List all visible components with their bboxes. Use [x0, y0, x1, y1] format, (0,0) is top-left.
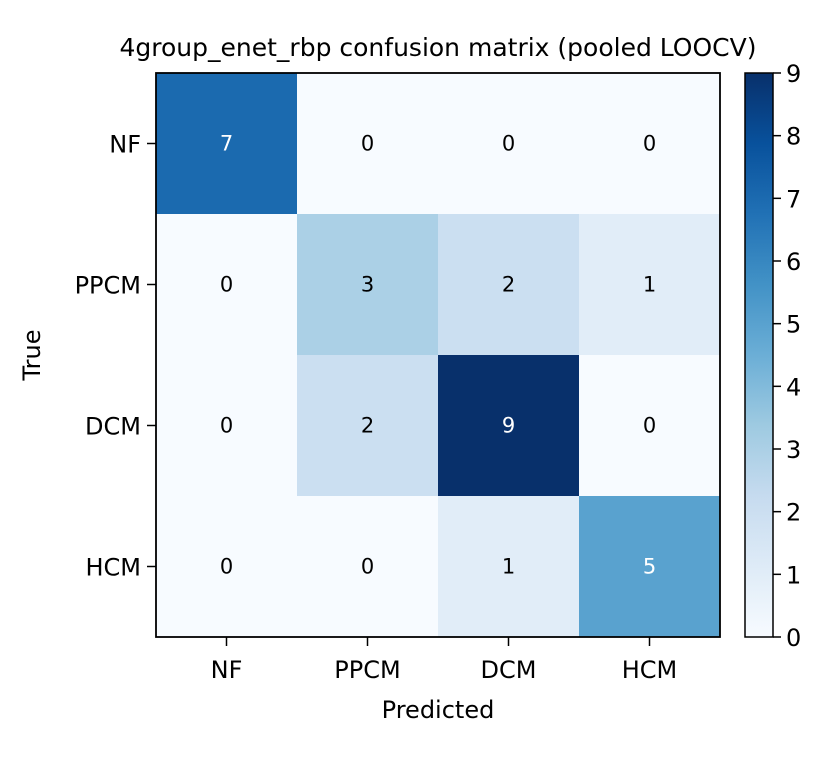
- y-tick-label: NF: [109, 131, 141, 159]
- cell-value-label: 5: [643, 555, 656, 579]
- x-axis-label: Predicted: [382, 696, 495, 724]
- heatmap-cell: [297, 496, 439, 638]
- heatmap-cell: [156, 73, 298, 215]
- y-tick-label: HCM: [85, 554, 141, 582]
- colorbar-tick-label: 9: [786, 60, 801, 88]
- heatmap-cell: [579, 214, 721, 356]
- colorbar-tick-label: 2: [786, 499, 801, 527]
- y-tick-label: DCM: [85, 413, 141, 441]
- heatmap-cells: [156, 73, 721, 638]
- cell-value-label: 0: [220, 414, 233, 438]
- cell-value-label: 0: [643, 414, 656, 438]
- heatmap-cell: [438, 73, 580, 215]
- y-axis-ticks: NF PPCM DCM HCM: [75, 131, 156, 582]
- heatmap-cell: [438, 355, 580, 497]
- colorbar-tick-label: 1: [786, 561, 801, 589]
- heatmap-cell: [297, 355, 439, 497]
- cell-value-label: 1: [643, 273, 656, 297]
- y-axis-label: True: [18, 330, 46, 382]
- heatmap-cell: [297, 73, 439, 215]
- colorbar-tick-label: 5: [786, 311, 801, 339]
- colorbar-tick-label: 7: [786, 185, 801, 213]
- cell-value-label: 0: [502, 132, 515, 156]
- colorbar-tick-label: 6: [786, 248, 801, 276]
- heatmap-cell: [579, 496, 721, 638]
- y-tick-label: PPCM: [75, 272, 141, 300]
- cell-value-label: 9: [502, 414, 515, 438]
- heatmap-cell: [156, 496, 298, 638]
- heatmap-cell-labels: 7 0 0 0 0 3 2 1 0 2 9 0 0 0 1 5: [220, 132, 656, 579]
- cell-value-label: 0: [220, 555, 233, 579]
- heatmap-cell: [297, 214, 439, 356]
- cell-value-label: 2: [361, 414, 374, 438]
- cell-value-label: 3: [361, 273, 374, 297]
- colorbar: [744, 72, 774, 638]
- x-axis-ticks: NF PPCM DCM HCM: [211, 637, 678, 684]
- colorbar-tick-label: 3: [786, 436, 801, 464]
- colorbar-ticks: 0 1 2 3 4 5 6 7 8 9: [773, 60, 801, 652]
- cell-value-label: 7: [220, 132, 233, 156]
- x-tick-label: HCM: [622, 656, 678, 684]
- heatmap-cell: [579, 355, 721, 497]
- x-tick-label: NF: [211, 656, 243, 684]
- cell-value-label: 2: [502, 273, 515, 297]
- cell-value-label: 0: [361, 132, 374, 156]
- colorbar-tick-label: 8: [786, 123, 801, 151]
- x-tick-label: DCM: [481, 656, 537, 684]
- heatmap-cell: [156, 355, 298, 497]
- plot-frame: [155, 72, 721, 638]
- cell-value-label: 1: [502, 555, 515, 579]
- cell-value-label: 0: [361, 555, 374, 579]
- colorbar-tick-label: 0: [786, 624, 801, 652]
- chart-title: 4group_enet_rbp confusion matrix (pooled…: [120, 33, 757, 62]
- cell-value-label: 0: [643, 132, 656, 156]
- heatmap-cell: [579, 73, 721, 215]
- heatmap-cell: [438, 214, 580, 356]
- colorbar-tick-label: 4: [786, 373, 801, 401]
- heatmap-cell: [156, 214, 298, 356]
- cell-value-label: 0: [220, 273, 233, 297]
- heatmap-cell: [438, 496, 580, 638]
- x-tick-label: PPCM: [334, 656, 400, 684]
